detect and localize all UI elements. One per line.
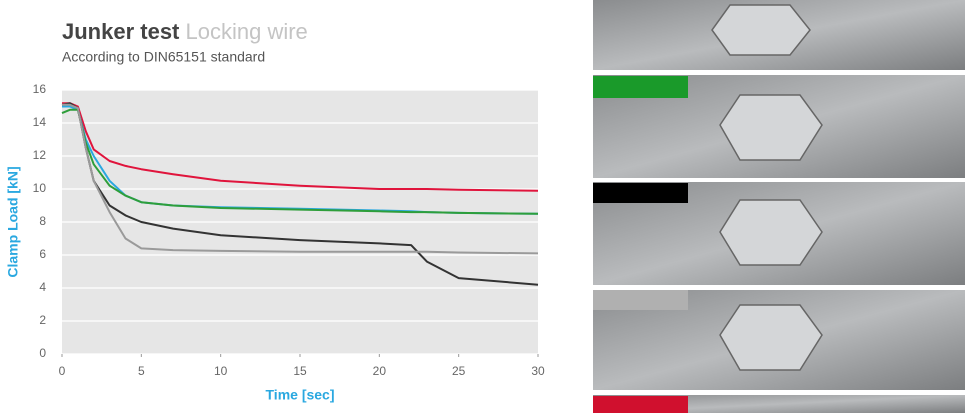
y-tick-label: 0 [39,346,46,360]
y-tick-label: 8 [39,214,46,228]
x-tick-label: 0 [59,364,66,378]
x-axis-label: Time [sec] [266,387,335,403]
color-tag [593,290,688,310]
color-tag [593,76,688,98]
y-tick-label: 14 [33,115,47,129]
color-tag [593,396,688,413]
y-tick-label: 10 [33,181,47,195]
x-tick-label: 25 [452,364,466,378]
color-tag [593,183,688,203]
bolt-shapes [711,4,823,371]
x-tick-label: 10 [214,364,228,378]
x-tick-label: 5 [138,364,145,378]
y-axis-label: Clamp Load [kN] [5,166,21,277]
y-tick-label: 4 [39,280,46,294]
photo-panel [593,0,965,413]
title-suffix: Locking wire [186,19,308,44]
y-tick-label: 6 [39,247,46,261]
x-tick-label: 20 [373,364,387,378]
x-tick-label: 15 [293,364,307,378]
x-tick-label: 30 [531,364,545,378]
y-tick-label: 12 [33,148,47,162]
subtitle: According to DIN65151 standard [62,49,265,65]
chart-title: Junker test Locking wire [62,19,308,44]
y-tick-label: 2 [39,313,46,327]
series-line [62,102,539,192]
title-main: Junker test [62,19,180,44]
series-line [62,103,539,255]
y-tick-label: 16 [33,82,47,96]
